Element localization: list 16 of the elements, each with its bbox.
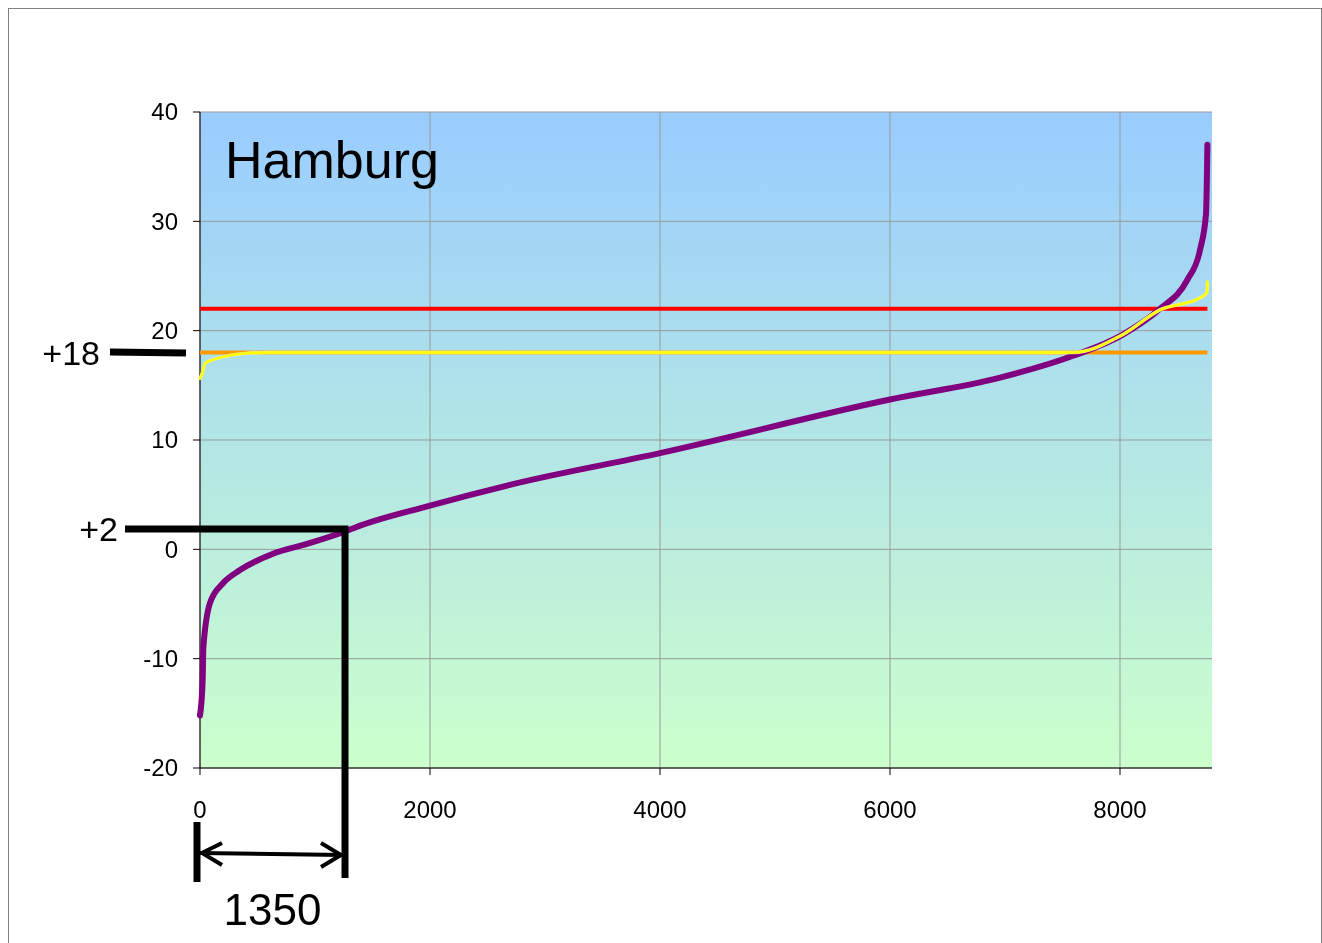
x-tick-label: 0 [193, 796, 207, 823]
y-tick-label: 0 [164, 535, 178, 563]
y-tick-label: -10 [143, 645, 178, 673]
text: 1350 [223, 885, 322, 934]
y-tick-label: -20 [143, 754, 178, 782]
y-tick-label: 10 [151, 426, 178, 454]
x-tick-label: 8000 [1093, 796, 1147, 823]
text: +18 [42, 333, 100, 372]
y-tick-label: 40 [151, 98, 178, 126]
chart-title: Hamburg [225, 131, 439, 189]
y-tick-label: 20 [151, 317, 178, 345]
y-tick-label: 30 [151, 207, 178, 235]
text: +2 [79, 509, 118, 548]
x-tick-label: 4000 [633, 796, 687, 823]
x-tick-label: 2000 [403, 796, 457, 823]
x-tick-label: 6000 [863, 796, 917, 823]
